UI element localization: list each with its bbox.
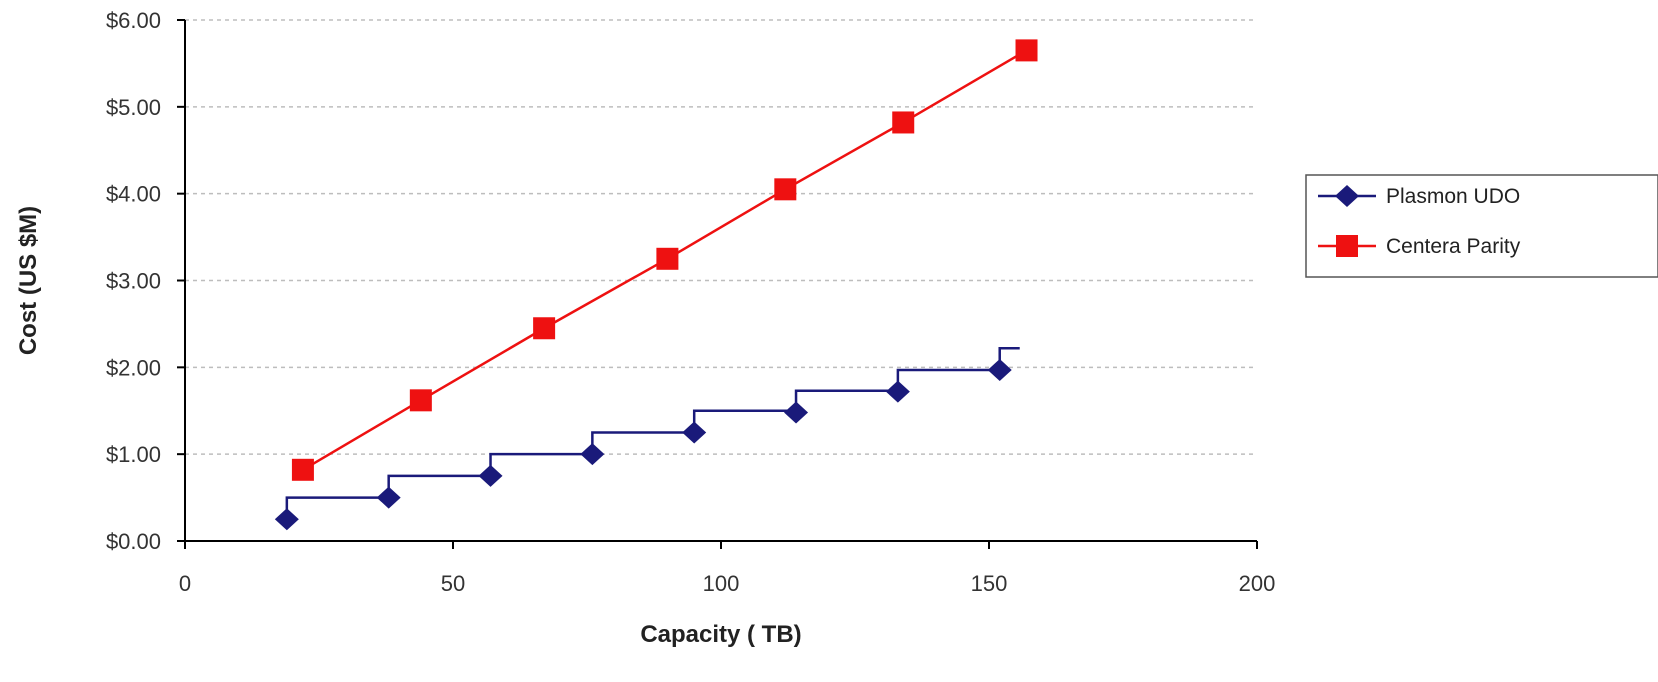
data-point	[774, 178, 797, 201]
data-point	[376, 486, 401, 509]
y-tick-label: $5.00	[106, 95, 161, 120]
data-point	[656, 247, 679, 270]
y-tick-label: $1.00	[106, 442, 161, 467]
x-tick-label: 200	[1239, 571, 1276, 596]
x-axis-title: Capacity ( TB)	[640, 621, 801, 648]
data-point	[478, 464, 503, 487]
legend-marker	[1335, 185, 1359, 207]
data-point	[533, 317, 556, 340]
series-1	[291, 39, 1038, 481]
legend-box	[1305, 174, 1658, 278]
legend-label: Plasmon UDO	[1386, 185, 1520, 208]
y-tick-label: $3.00	[106, 269, 161, 294]
data-point	[580, 443, 605, 466]
data-point	[885, 380, 910, 403]
x-tick-label: 150	[971, 571, 1008, 596]
series-line	[285, 346, 1020, 520]
legend: Plasmon UDO Centera Parity	[1305, 174, 1658, 278]
y-tick-label: $4.00	[106, 182, 161, 207]
legend-label: Centera Parity	[1386, 235, 1521, 258]
x-tick-label: 50	[441, 571, 465, 596]
gridlines	[185, 19, 1257, 455]
x-tick-label: 100	[703, 571, 740, 596]
y-axis-title: Cost (US $M)	[15, 206, 42, 355]
data-point	[892, 111, 915, 134]
y-tick-label: $6.00	[106, 8, 161, 33]
data-point	[682, 421, 707, 444]
data-point	[409, 389, 432, 412]
data-point	[1015, 39, 1038, 62]
tick-labels: $0.00 $1.00 $2.00 $3.00 $4.00 $5.00 $6.00 0 50 10…	[106, 8, 1275, 596]
y-tick-label: $2.00	[106, 355, 161, 380]
x-tick-label: 0	[179, 571, 191, 596]
data-point	[784, 401, 809, 424]
legend-item: Plasmon UDO	[1318, 185, 1520, 208]
legend-marker	[1336, 235, 1358, 257]
legend-item: Centera Parity	[1318, 235, 1521, 258]
data-point	[274, 508, 299, 531]
data-point	[291, 458, 314, 481]
data-point	[987, 358, 1012, 381]
y-tick-label: $0.00	[106, 529, 161, 554]
series	[274, 39, 1038, 531]
series-0	[274, 346, 1020, 531]
